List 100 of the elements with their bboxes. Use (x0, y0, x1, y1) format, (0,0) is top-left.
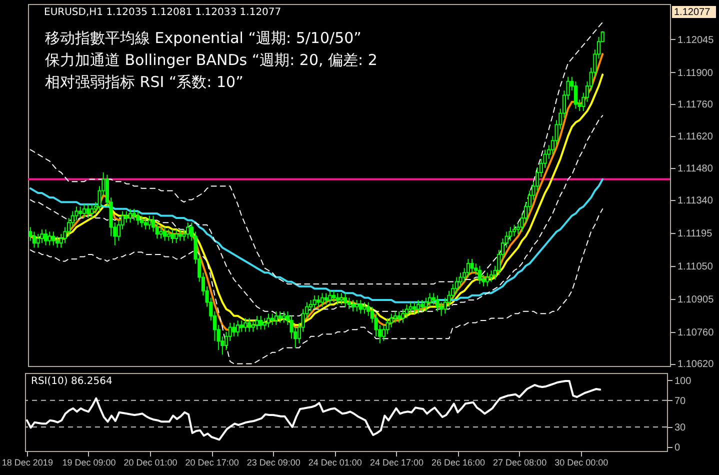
candlestick (48, 231, 52, 246)
candlestick (482, 274, 486, 287)
candlestick (186, 222, 190, 240)
y-tick-label: 1.11195 (678, 228, 713, 240)
candlestick (316, 294, 320, 308)
y-tick-label: 70 (674, 396, 686, 407)
candlestick (428, 292, 432, 308)
candlestick (82, 204, 86, 219)
candlestick (436, 294, 440, 312)
y-tick-label: 1.11480 (678, 163, 714, 174)
y-tick-label: 1.11620 (678, 132, 714, 143)
chart-title: RSI(10) 86.2564 (31, 376, 112, 387)
x-tick-label: 24 Dec 01:00 (308, 458, 362, 468)
candlestick (420, 299, 424, 312)
candlestick (178, 228, 182, 242)
y-tick-label: 1.11760 (678, 100, 714, 111)
candlestick (401, 308, 405, 324)
candlestick (36, 233, 40, 248)
candlestick (470, 258, 474, 274)
x-tick-label: 24 Dec 17:00 (370, 458, 424, 468)
x-tick-label: 19 Dec 09:00 (62, 458, 116, 468)
x-tick-label: 27 Dec 08:00 (493, 458, 547, 468)
x-tick-label: 20 Dec 17:00 (185, 458, 239, 468)
candlestick (397, 310, 401, 324)
candlestick (55, 236, 60, 248)
candlestick (489, 270, 494, 282)
candlestick (170, 228, 174, 244)
candlestick (40, 228, 44, 244)
candlestick (393, 310, 398, 324)
candlestick (163, 226, 167, 242)
x-tick-label: 23 Dec 09:00 (246, 458, 300, 468)
y-tick-label: 1.11050 (678, 261, 714, 272)
candlestick (259, 315, 263, 330)
candlestick (344, 292, 348, 308)
text: 1.12077 (674, 7, 711, 18)
candlestick (128, 208, 132, 224)
candlestick (44, 228, 48, 246)
candlestick (251, 320, 255, 332)
chart-title: EURUSD,H1 1.12035 1.12081 1.12033 1.12077 (44, 7, 282, 18)
candlestick (332, 290, 336, 303)
candlestick (358, 299, 362, 314)
candlestick (52, 231, 56, 246)
candlestick (270, 313, 274, 326)
candlestick (347, 297, 351, 310)
candlestick (274, 310, 278, 326)
y-tick-label: 1.10905 (678, 294, 714, 306)
y-tick-label: 1.10760 (678, 327, 714, 338)
candlestick (320, 292, 324, 308)
candlestick (262, 318, 266, 330)
y-tick-label: 1.11900 (678, 68, 714, 79)
candlestick (328, 290, 332, 306)
candlestick (512, 224, 516, 237)
y-tick-label: 30 (674, 422, 686, 434)
candlestick (148, 215, 152, 230)
candlestick (312, 294, 316, 310)
candlestick (144, 218, 148, 230)
candlestick (324, 292, 328, 306)
line-series (30, 208, 604, 364)
candlestick (278, 310, 282, 324)
candlestick (166, 228, 170, 242)
candlestick (362, 302, 366, 314)
candlestick (136, 210, 140, 226)
candlestick (244, 318, 248, 332)
candlestick (140, 215, 144, 228)
annotation: 移动指數平均線 Exponential “週期: 5/10/50” (45, 29, 362, 47)
candlestick (240, 320, 244, 332)
candlestick (78, 206, 82, 219)
candlestick (174, 228, 178, 244)
x-tick-label: 20 Dec 01:00 (124, 458, 178, 468)
candlestick (486, 272, 490, 287)
candlestick (124, 210, 128, 224)
candlestick (412, 302, 416, 314)
candlestick (236, 320, 240, 337)
candlestick (159, 226, 163, 240)
candlestick (574, 80, 578, 110)
x-tick-label: 18 Dec 2019 (2, 458, 53, 468)
candlestick (132, 208, 136, 221)
y-tick-label: 1.11340 (678, 195, 714, 206)
y-tick-label: 1.10620 (678, 359, 714, 370)
candlestick (340, 292, 344, 306)
candlestick (266, 313, 270, 328)
y-tick-label: 100 (674, 376, 692, 387)
annotation: 保力加通道 Bollinger BANDs “週期: 20, 偏差: 2 (45, 51, 378, 69)
x-tick-label: 26 Dec 16:00 (431, 458, 486, 468)
candlestick (282, 310, 286, 324)
candlestick (466, 258, 470, 278)
candlestick (232, 322, 236, 337)
candlestick (86, 204, 90, 219)
x-tick-label: 30 Dec 00:00 (554, 458, 608, 468)
candlestick (247, 318, 252, 332)
candlestick (336, 292, 340, 306)
candlestick (408, 302, 412, 314)
candlestick (416, 299, 420, 314)
candlestick (255, 315, 259, 330)
annotation: 相对强弱指标 RSI “系数: 10” (45, 73, 244, 91)
candlestick (404, 304, 409, 319)
candlestick (424, 297, 428, 312)
candlestick (90, 204, 94, 219)
candlestick (32, 231, 36, 248)
y-tick-label: 0 (674, 442, 680, 454)
